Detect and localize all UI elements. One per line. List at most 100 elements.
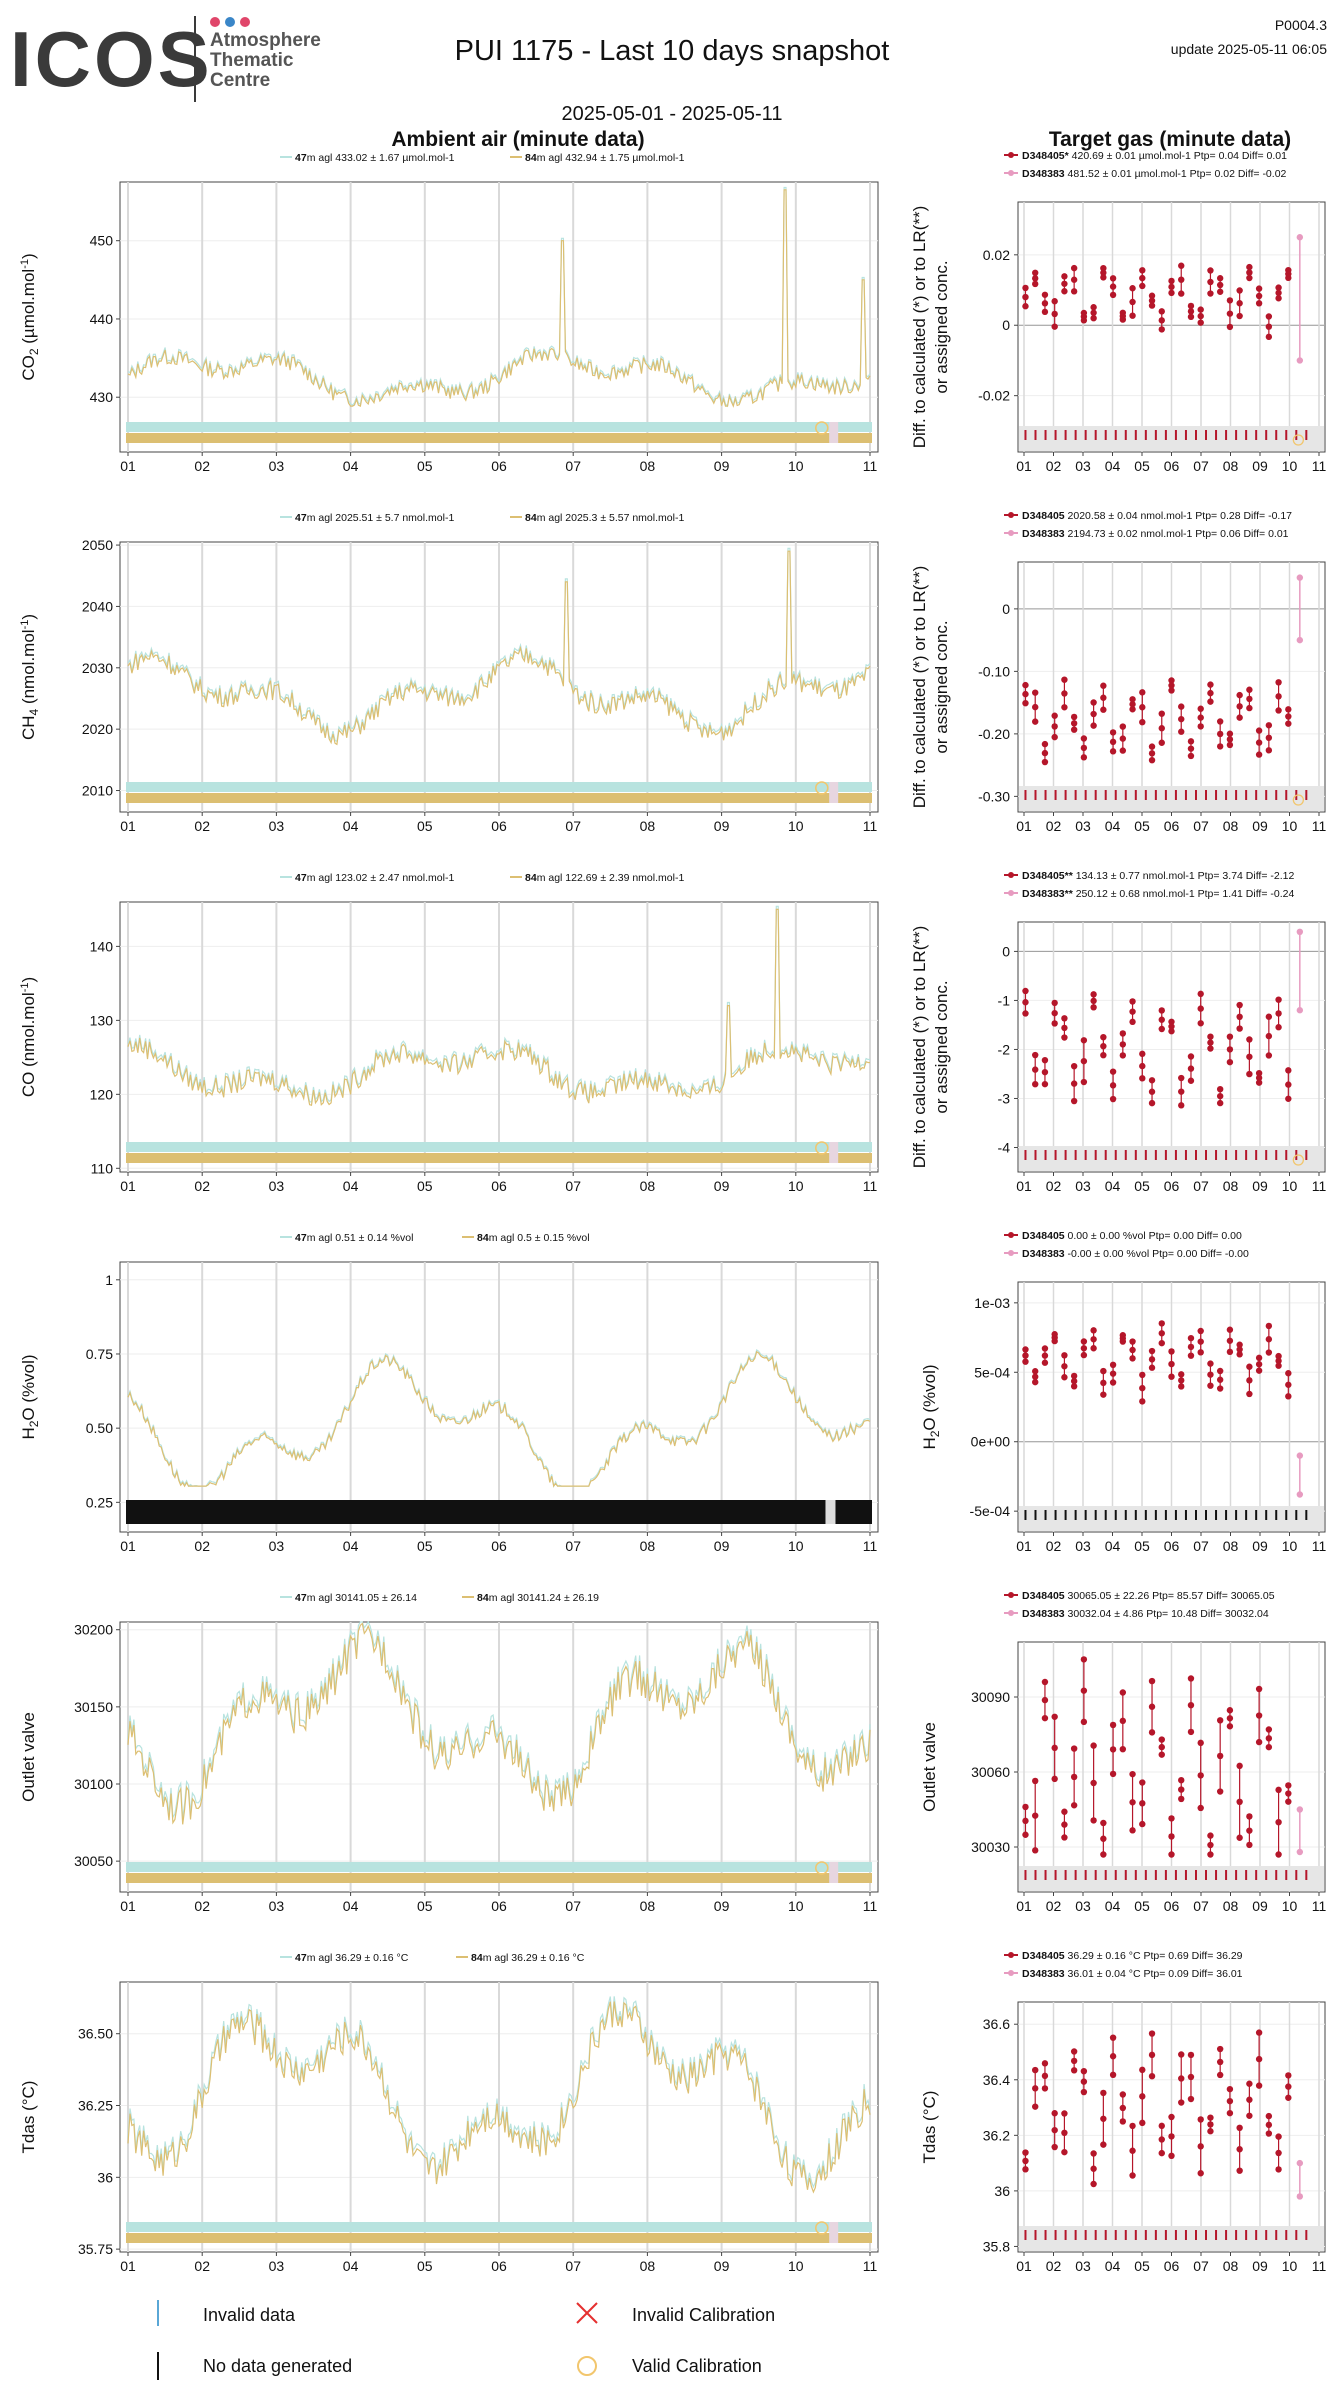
target-point <box>1129 2172 1136 2179</box>
target-point <box>1216 2058 1224 2066</box>
target-y-axis-label: Outlet valve <box>920 1722 939 1812</box>
x-tick-label: 02 <box>1046 1898 1062 1914</box>
target-point <box>1022 1352 1029 1359</box>
legend-valid-calibration: Valid Calibration <box>632 2356 762 2376</box>
x-tick-label: 07 <box>565 818 581 834</box>
target-point <box>1236 1025 1243 1032</box>
target-point <box>1216 281 1224 289</box>
target-point <box>1100 269 1107 276</box>
legend-label-84m: 84m agl 432.94 ± 1.75 µmol.mol-1 <box>525 152 685 164</box>
target-point <box>1226 1723 1234 1730</box>
target-point <box>1070 1773 1078 1781</box>
target-point <box>1129 1355 1136 1362</box>
target-point <box>1139 704 1146 711</box>
x-tick-label: 04 <box>1105 2258 1121 2274</box>
target-point <box>1022 699 1029 707</box>
target-point <box>1246 1813 1253 1820</box>
target-point <box>1265 1336 1273 1343</box>
y-tick-label: 36.6 <box>983 2016 1010 2032</box>
target-point <box>1022 303 1029 310</box>
target-point <box>1285 1393 1292 1400</box>
target-point <box>1168 1373 1175 1380</box>
target-point <box>1080 1057 1088 1065</box>
target-point <box>1265 2121 1273 2129</box>
target-point <box>1109 283 1117 290</box>
target-point <box>1158 1743 1165 1751</box>
target2-point <box>1296 1007 1304 1014</box>
target-point <box>1207 1045 1214 1052</box>
y-tick-label: 0.75 <box>86 1346 113 1362</box>
target-point <box>1246 1036 1253 1043</box>
target-point <box>1041 758 1049 766</box>
target-point <box>1032 1847 1039 1854</box>
x-tick-label: 05 <box>417 2258 433 2274</box>
target-point <box>1207 689 1214 697</box>
logo: ICOS Atmosphere Thematic Centre <box>10 15 321 103</box>
target-point <box>1051 1775 1058 1783</box>
target-point <box>1178 1383 1185 1390</box>
x-tick-label: 06 <box>491 1898 507 1914</box>
target-legend-co2: D348405* 420.69 ± 0.01 µmol.mol-1 Ptp= 0… <box>1004 150 1287 180</box>
target-point <box>1158 317 1165 324</box>
target-point <box>1148 750 1156 757</box>
target-point <box>1197 1020 1204 1027</box>
footer-legend: Invalid data Invalid Calibration No data… <box>157 2300 775 2380</box>
y-tick-label: 36.2 <box>983 2127 1010 2143</box>
target-point <box>1032 1812 1039 1819</box>
x-tick-label: 08 <box>1223 1538 1239 1554</box>
target-point <box>1178 1795 1185 1803</box>
x-tick-label: 01 <box>1016 1898 1032 1914</box>
target-point <box>1032 275 1039 282</box>
target-point <box>1178 2099 1185 2106</box>
target-point <box>1148 1729 1156 1736</box>
target-point <box>1265 323 1273 330</box>
target-point <box>1148 297 1156 304</box>
target-point <box>1109 291 1117 299</box>
target-point <box>1178 290 1185 297</box>
target-status-band <box>1019 1146 1324 1171</box>
target-point <box>1100 1391 1107 1398</box>
target-point <box>1275 1010 1282 1017</box>
target-point <box>1022 293 1029 301</box>
target-point <box>1216 2071 1224 2079</box>
target-point <box>1061 2148 1068 2156</box>
x-tick-label: 07 <box>1193 2258 1209 2274</box>
target-point <box>1100 2141 1107 2148</box>
target-plot-tdas: 35.8 36 36.2 36.4 36.6 01 02 03 04 05 06 07 08 09 10 11 <box>983 2001 1327 2274</box>
target-legend-label: D348405 2020.58 ± 0.04 nmol.mol-1 Ptp= 0… <box>1022 510 1292 522</box>
x-tick-label: 11 <box>1312 2258 1327 2274</box>
target-point <box>1032 2103 1039 2110</box>
target-point <box>1148 2072 1156 2080</box>
valid-calibration-icon <box>815 2221 829 2235</box>
target-point <box>1285 2083 1292 2090</box>
target-point <box>1168 1815 1175 1822</box>
target-point <box>1139 1062 1146 1070</box>
target-status-band <box>1019 1506 1324 1531</box>
target-point <box>1022 690 1029 698</box>
target-y-axis-label: H2O (%vol) <box>920 1364 942 1449</box>
target2-point <box>1296 2159 1304 2167</box>
target-point <box>1158 1736 1165 1743</box>
target-point <box>1080 1718 1088 1726</box>
x-tick-label: 02 <box>1046 1178 1062 1194</box>
target-point <box>1168 2133 1175 2140</box>
y-tick-label: 440 <box>90 311 114 327</box>
target-point <box>1246 1390 1253 1398</box>
target-point <box>1090 1817 1097 1824</box>
target-y-axis-label: Tdas (°C) <box>920 2091 939 2164</box>
target-point <box>1207 278 1214 286</box>
target-point <box>1246 1053 1253 1060</box>
target-point <box>1051 2143 1058 2151</box>
y-tick-label: -5e-04 <box>970 1503 1011 1519</box>
target-point <box>1051 999 1058 1007</box>
target-point <box>1275 1851 1282 1858</box>
y-tick-label: 35.75 <box>78 2241 113 2257</box>
target-point <box>1109 2053 1117 2060</box>
status-bar-47m <box>126 1862 872 1872</box>
x-tick-label: 07 <box>565 1538 581 1554</box>
target-point <box>1148 2030 1156 2037</box>
target-point <box>1148 1077 1156 1084</box>
target-point <box>1022 1358 1029 1365</box>
valid-calibration-icon <box>1292 434 1304 446</box>
legend-label-47m: 47m agl 0.51 ± 0.14 %vol <box>295 1232 413 1244</box>
